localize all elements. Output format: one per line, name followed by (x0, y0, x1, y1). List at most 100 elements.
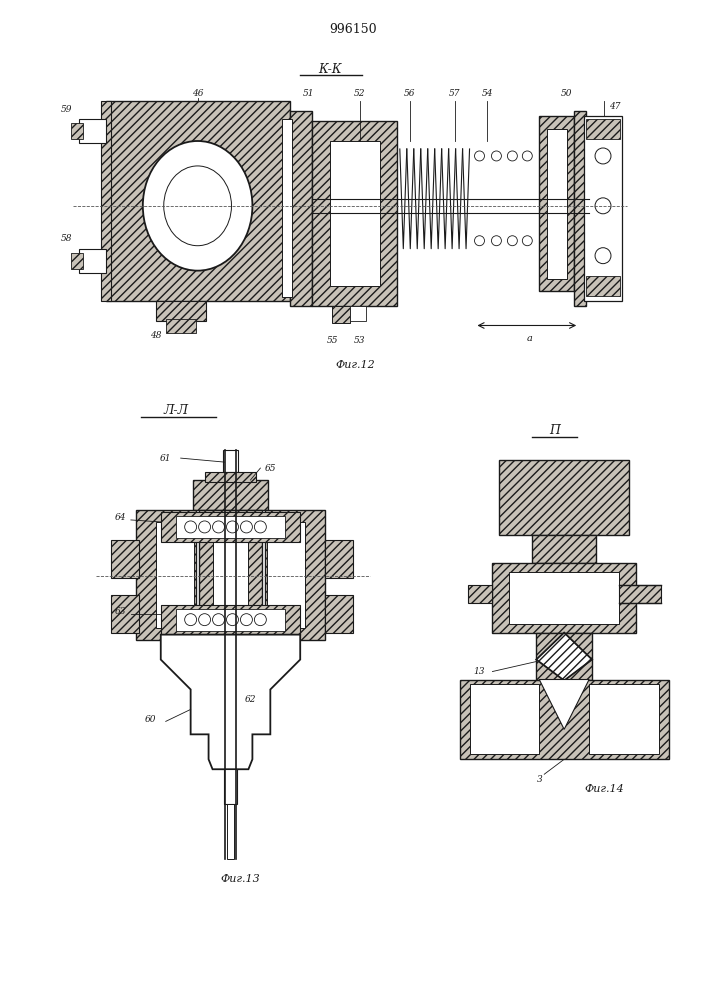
Text: 13: 13 (474, 667, 485, 676)
Text: 50: 50 (561, 89, 572, 98)
Bar (213, 515, 248, 635)
Polygon shape (160, 635, 300, 769)
Circle shape (199, 521, 211, 533)
Circle shape (491, 236, 501, 246)
Bar (325, 595, 353, 633)
Circle shape (474, 151, 484, 161)
Bar (165, 319, 196, 333)
Bar (537, 633, 592, 680)
Bar (493, 563, 636, 633)
Text: 46: 46 (192, 89, 204, 98)
Polygon shape (537, 633, 592, 680)
Bar (176, 516, 285, 538)
Text: 52: 52 (354, 89, 366, 98)
Text: 58: 58 (60, 234, 72, 243)
Bar (111, 540, 139, 578)
Circle shape (474, 236, 484, 246)
Bar (460, 680, 669, 759)
Circle shape (595, 148, 611, 164)
Text: 54: 54 (481, 89, 493, 98)
Text: Фиг.14: Фиг.14 (584, 784, 624, 794)
Text: 53: 53 (354, 336, 366, 345)
Bar (282, 119, 292, 297)
Bar (574, 111, 586, 306)
Bar (71, 123, 83, 139)
Bar (136, 510, 196, 640)
Circle shape (522, 236, 532, 246)
Bar (469, 684, 539, 754)
Circle shape (522, 151, 532, 161)
Text: 57: 57 (449, 89, 460, 98)
Text: 56: 56 (404, 89, 416, 98)
Text: 47: 47 (609, 102, 621, 111)
Text: 61: 61 (160, 454, 172, 463)
Bar (226, 804, 235, 859)
Bar (539, 116, 574, 291)
Text: 60: 60 (145, 715, 156, 724)
Bar (350, 306, 366, 321)
Text: Л-Л: Л-Л (163, 404, 188, 417)
Text: 48: 48 (150, 331, 161, 340)
Polygon shape (539, 680, 589, 729)
Circle shape (491, 151, 501, 161)
Bar (619, 585, 661, 603)
Circle shape (240, 521, 252, 533)
Bar (204, 472, 257, 482)
Text: 996150: 996150 (329, 23, 377, 36)
Text: 59: 59 (60, 105, 72, 114)
Bar (223, 450, 238, 472)
Bar (106, 101, 291, 301)
Bar (160, 605, 300, 635)
Bar (532, 535, 596, 563)
Bar (584, 116, 622, 301)
Circle shape (255, 614, 267, 626)
Bar (332, 306, 350, 323)
Text: 62: 62 (245, 695, 256, 704)
Bar (586, 119, 620, 139)
Circle shape (508, 151, 518, 161)
Bar (330, 141, 380, 286)
Circle shape (595, 198, 611, 214)
Bar (586, 276, 620, 296)
Bar (223, 769, 238, 804)
Circle shape (508, 236, 518, 246)
Bar (547, 129, 567, 279)
Circle shape (226, 614, 238, 626)
Circle shape (185, 614, 197, 626)
Bar (79, 249, 106, 273)
Text: 63: 63 (115, 607, 127, 616)
Bar (265, 510, 325, 640)
Circle shape (213, 521, 225, 533)
Bar (111, 595, 139, 633)
Bar (499, 460, 629, 535)
Circle shape (240, 614, 252, 626)
Text: 64: 64 (115, 513, 127, 522)
Bar (160, 512, 300, 542)
Circle shape (255, 521, 267, 533)
Bar (199, 510, 262, 640)
Bar (156, 522, 194, 628)
Text: Фиг.13: Фиг.13 (221, 874, 260, 884)
Ellipse shape (143, 141, 252, 271)
Text: 3: 3 (537, 775, 542, 784)
Bar (192, 480, 269, 510)
Bar (79, 119, 106, 143)
Bar (509, 572, 619, 624)
Text: a: a (527, 334, 532, 343)
Bar (267, 522, 305, 628)
Bar (589, 684, 659, 754)
Circle shape (226, 521, 238, 533)
Text: П: П (549, 424, 560, 437)
Bar (291, 111, 312, 306)
Bar (325, 540, 353, 578)
Bar (156, 301, 206, 321)
Circle shape (213, 614, 225, 626)
Bar (176, 609, 285, 631)
Circle shape (199, 614, 211, 626)
Text: 65: 65 (264, 464, 276, 473)
Circle shape (185, 521, 197, 533)
Text: К-К: К-К (318, 63, 342, 76)
Text: Фиг.12: Фиг.12 (335, 360, 375, 370)
Circle shape (595, 248, 611, 264)
Bar (101, 101, 111, 301)
